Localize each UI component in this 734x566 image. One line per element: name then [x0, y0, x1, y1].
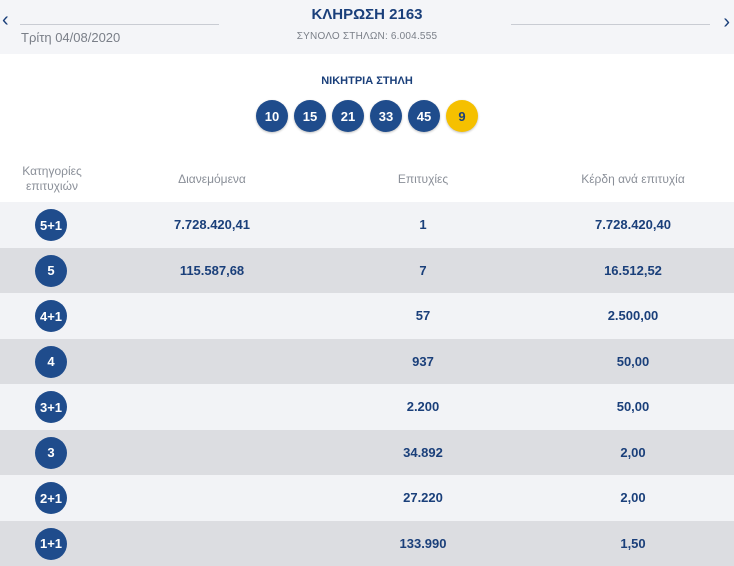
winners-value: 27.220: [403, 490, 443, 505]
total-columns: ΣΥΝΟΛΟ ΣΤΗΛΩΝ: 6.004.555: [296, 31, 438, 42]
results-table: 5+1 7.728.420,41 1 7.728.420,40 5 115.58…: [0, 202, 734, 566]
category-badge: 5+1: [35, 209, 67, 241]
table-row: 5+1 7.728.420,41 1 7.728.420,40: [0, 202, 734, 248]
header-divider-left: [20, 24, 219, 25]
chevron-right-icon[interactable]: ›: [723, 11, 730, 33]
table-row: 3+1 2.200 50,00: [0, 384, 734, 430]
header-winners: Επιτυχίες: [397, 172, 449, 186]
chevron-left-icon[interactable]: ‹: [2, 9, 9, 31]
distributed-value: [112, 430, 312, 476]
winners-value: 1: [419, 217, 427, 232]
header-divider-right: [511, 24, 710, 25]
table-row: 1+1 133.990 1,50: [0, 520, 734, 566]
winners-value: 7: [419, 262, 427, 278]
header-category-line2: επιτυχιών: [26, 179, 78, 193]
category-badge: 4+1: [35, 300, 67, 332]
distributed-value: [112, 293, 312, 339]
prize-value: 2,00: [620, 444, 646, 460]
winners-value: 937: [412, 353, 434, 369]
distributed-value: 115.587,68: [179, 262, 245, 278]
prize-value: 50,00: [616, 399, 650, 414]
draw-header: ‹ Τρίτη 04/08/2020 ΚΛΗΡΩΣΗ 2163 ΣΥΝΟΛΟ Σ…: [0, 0, 734, 54]
table-row: 4+1 57 2.500,00: [0, 293, 734, 339]
winning-column-title: ΝΙΚΗΤΡΙΑ ΣΤΗΛΗ: [321, 75, 413, 87]
distributed-value: 7.728.420,41: [174, 217, 250, 232]
header-distributed: Διανεμόμενα: [178, 172, 246, 186]
distributed-value: [112, 384, 312, 430]
draw-title: ΚΛΗΡΩΣΗ 2163: [311, 6, 423, 23]
winning-ball: 21: [332, 100, 364, 132]
winners-value: 34.892: [403, 444, 443, 460]
winning-ball: 15: [294, 100, 326, 132]
distributed-value: [112, 521, 312, 566]
winning-numbers: 10 15 21 33 45 9: [0, 100, 734, 132]
header-category-line1: Κατηγορίες: [22, 164, 82, 178]
header-category: Κατηγορίες επιτυχιών: [0, 164, 104, 194]
prize-value: 50,00: [616, 353, 650, 369]
distributed-value: [112, 475, 312, 521]
winners-value: 57: [415, 308, 431, 323]
prize-value: 1,50: [620, 535, 646, 551]
draw-date: Τρίτη 04/08/2020: [21, 30, 121, 45]
winners-value: 133.990: [399, 535, 447, 551]
category-badge: 4: [35, 345, 67, 378]
table-row: 4 937 50,00: [0, 338, 734, 385]
winning-ball: 10: [256, 100, 288, 132]
table-row: 3 34.892 2,00: [0, 429, 734, 476]
category-badge: 2+1: [35, 482, 67, 514]
header-prize: Κέρδη ανά επιτυχία: [581, 172, 685, 186]
table-header: Κατηγορίες επιτυχιών Διανεμόμενα Επιτυχί…: [0, 156, 734, 202]
prize-value: 16.512,52: [604, 262, 662, 278]
prize-value: 2.500,00: [607, 308, 659, 323]
table-row: 2+1 27.220 2,00: [0, 475, 734, 521]
table-row: 5 115.587,68 7 16.512,52: [0, 247, 734, 293]
winning-ball: 45: [408, 100, 440, 132]
distributed-value: [112, 339, 312, 385]
winners-value: 2.200: [406, 399, 440, 414]
category-badge: 3: [35, 436, 67, 469]
winning-ball: 33: [370, 100, 402, 132]
category-badge: 1+1: [35, 527, 67, 560]
bonus-ball: 9: [446, 100, 478, 132]
prize-value: 7.728.420,40: [595, 217, 671, 232]
category-badge: 3+1: [35, 391, 67, 423]
prize-value: 2,00: [620, 490, 646, 505]
category-badge: 5: [35, 254, 67, 287]
